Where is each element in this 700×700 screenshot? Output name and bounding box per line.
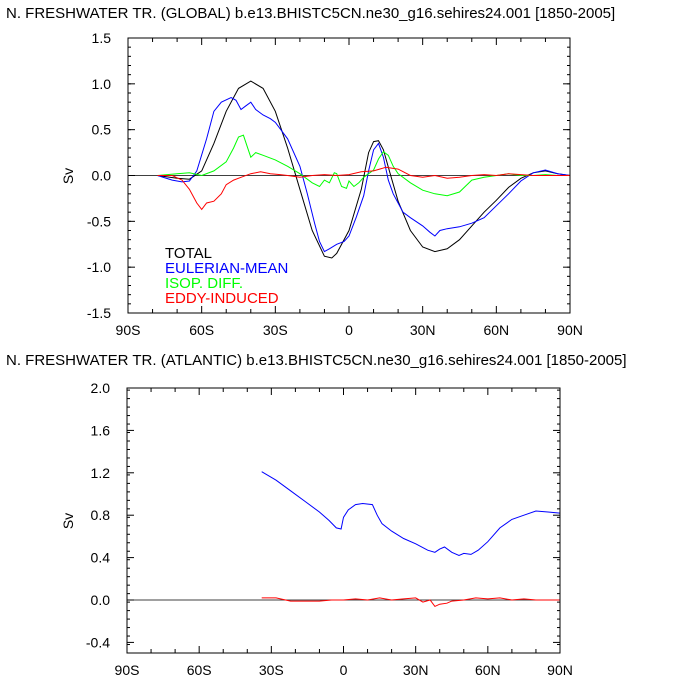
y-tick-label: -1.5 xyxy=(87,305,111,321)
global-y-axis-label: Sv xyxy=(60,168,76,184)
y-tick-label: 0.0 xyxy=(92,168,112,184)
y-tick-label: 1.0 xyxy=(92,76,112,92)
y-tick-label: 0.4 xyxy=(91,550,111,566)
atlantic-series-group xyxy=(127,471,561,608)
y-tick-label: -0.5 xyxy=(87,213,111,229)
legend-entry-total: TOTAL xyxy=(165,245,212,262)
x-tick-label: 60S xyxy=(189,322,214,338)
global-series-eddy-induced xyxy=(157,166,570,211)
x-tick-label: 60N xyxy=(483,322,509,338)
y-tick-label: 0.5 xyxy=(92,122,112,138)
x-tick-label: 90S xyxy=(115,662,140,678)
x-tick-label: 90N xyxy=(557,322,583,338)
atlantic-series-eulerian-mean xyxy=(261,471,561,557)
atlantic-plot-frame xyxy=(126,387,561,654)
x-tick-label: 0 xyxy=(340,662,348,678)
y-tick-label: -0.4 xyxy=(86,634,110,650)
global-legend: TOTAL EULERIAN-MEAN ISOP. DIFF. EDDY-IND… xyxy=(165,245,288,307)
x-tick-label: 30N xyxy=(403,662,429,678)
atlantic-series-eddy-induced xyxy=(261,597,560,608)
y-tick-label: 2.0 xyxy=(91,380,111,396)
x-tick-label: 0 xyxy=(345,322,353,338)
legend-entry-isop-diff: ISOP. DIFF. xyxy=(165,275,243,292)
x-tick-label: 60N xyxy=(475,662,501,678)
global-series-eulerian-mean xyxy=(157,97,571,253)
y-tick-label: -1.0 xyxy=(87,259,111,275)
x-tick-label: 30N xyxy=(410,322,436,338)
x-tick-label: 90N xyxy=(547,662,573,678)
x-tick-label: 90S xyxy=(116,322,141,338)
y-tick-label: 0.8 xyxy=(91,507,111,523)
legend-entry-eddy-induced: EDDY-INDUCED xyxy=(165,290,279,307)
y-tick-label: 0.0 xyxy=(91,592,111,608)
x-tick-label: 30S xyxy=(263,322,288,338)
global-series-isop-diff xyxy=(157,134,570,197)
x-tick-label: 60S xyxy=(187,662,212,678)
atlantic-y-axis-label: Sv xyxy=(60,513,76,529)
y-tick-label: 1.6 xyxy=(91,422,111,438)
global-chart-title: N. FRESHWATER TR. (GLOBAL) b.e13.BHISTC5… xyxy=(6,5,615,22)
y-tick-label: 1.5 xyxy=(92,30,112,46)
atlantic-chart-title: N. FRESHWATER TR. (ATLANTIC) b.e13.BHIST… xyxy=(6,352,627,369)
x-tick-label: 30S xyxy=(259,662,284,678)
global-series-group xyxy=(128,80,571,259)
global-plot-frame xyxy=(127,37,571,314)
global-panel: N. FRESHWATER TR. (GLOBAL) b.e13.BHISTC5… xyxy=(6,5,615,338)
global-axis-ticks: 90S 60S 30S 0 30N 60N 90N -1.5 -1.0 -0.5 0.0 0.5 1.0… xyxy=(87,30,583,338)
legend-entry-eulerian-mean: EULERIAN-MEAN xyxy=(165,260,288,277)
atlantic-axis-ticks: 90S 60S 30S 0 30N 60N 90N -0.4 0.0 0.4 0.8 1.2 1.6 2.… xyxy=(86,380,573,678)
atlantic-panel: N. FRESHWATER TR. (ATLANTIC) b.e13.BHIST… xyxy=(6,352,627,678)
y-tick-label: 1.2 xyxy=(91,465,111,481)
global-series-total xyxy=(157,80,571,259)
